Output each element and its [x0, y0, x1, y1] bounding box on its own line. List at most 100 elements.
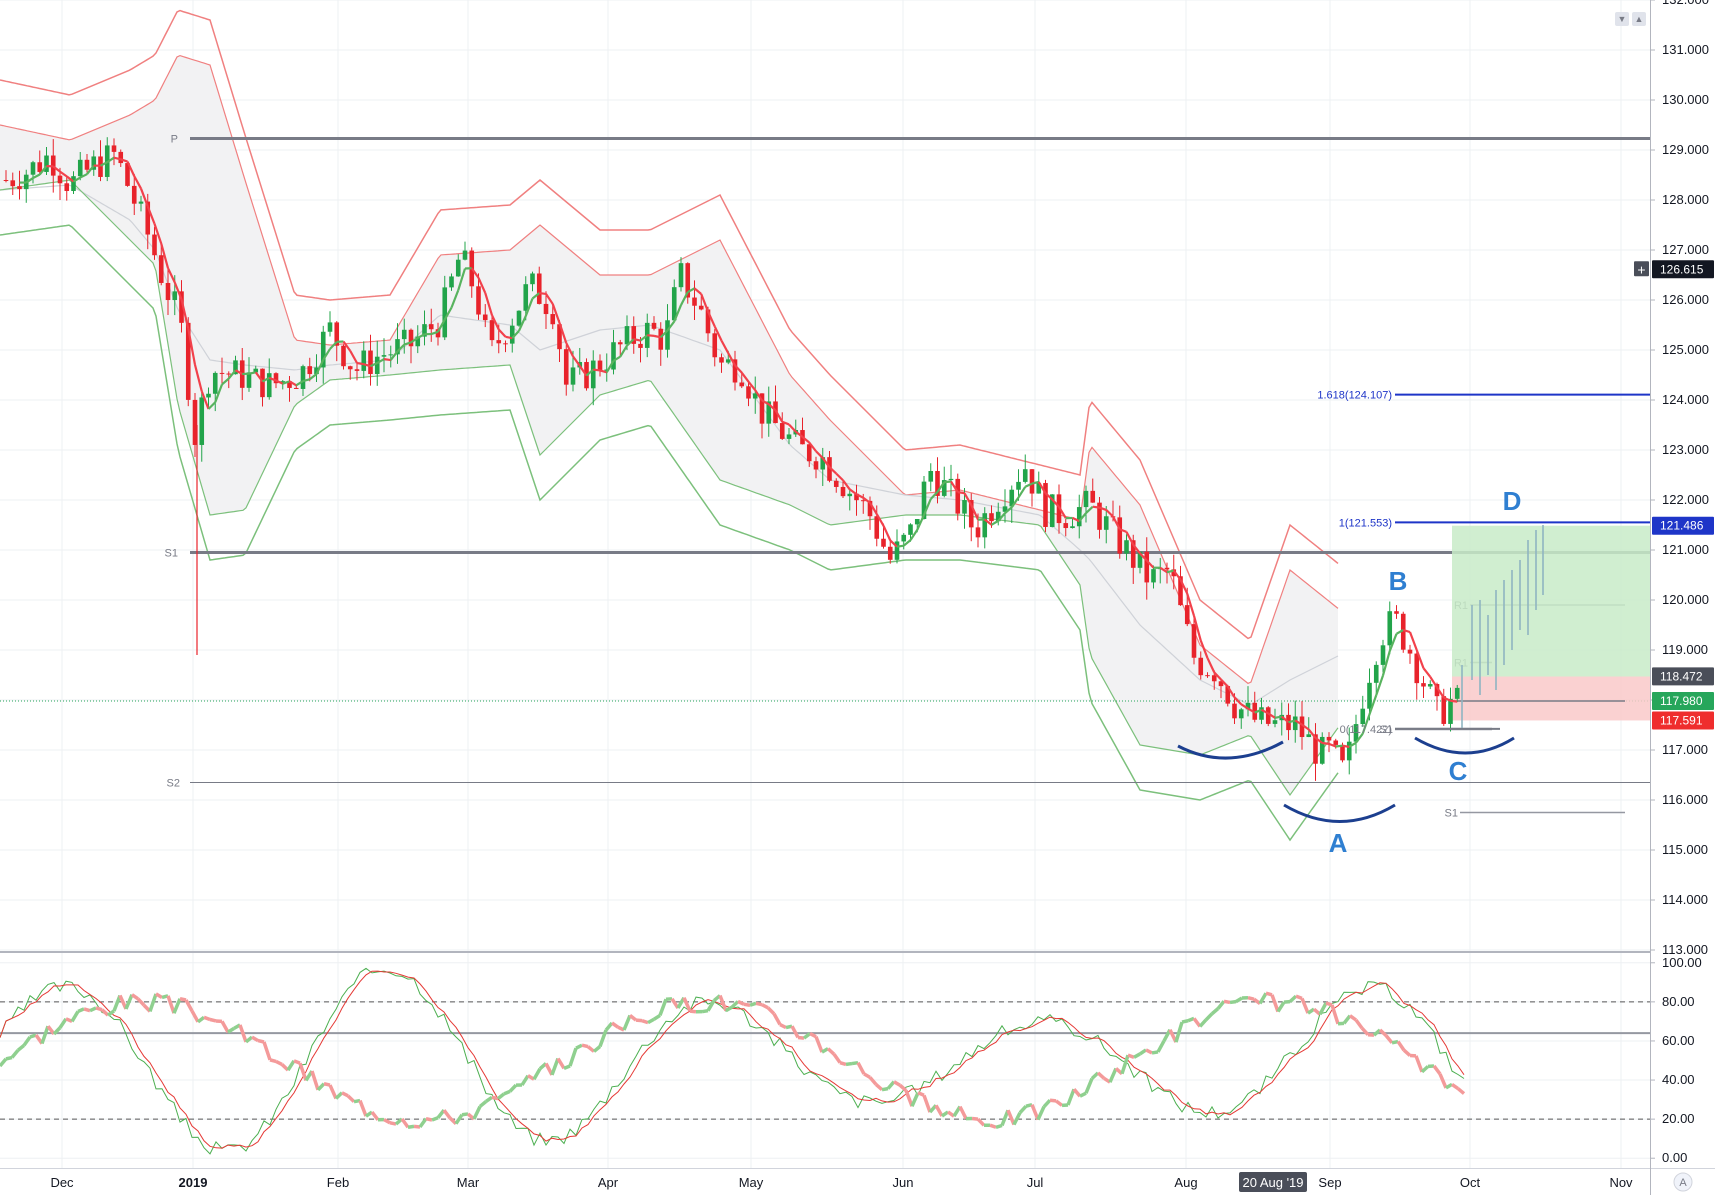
ma-segment: [410, 337, 419, 344]
rsi-segment: [1054, 1099, 1064, 1107]
long-position-tool[interactable]: [1452, 525, 1650, 730]
rsi-segment: [1391, 1039, 1399, 1045]
candle-body: [1313, 734, 1318, 764]
candle-body: [948, 478, 954, 481]
rsi-segment: [1325, 1001, 1333, 1007]
candle-body: [651, 322, 657, 329]
rsi-segment: [1229, 999, 1237, 1005]
loss-zone: [1452, 676, 1650, 721]
candle-body: [1151, 569, 1156, 583]
candle-body: [1434, 684, 1440, 697]
ma-segment: [808, 441, 817, 452]
rsi-segment: [1288, 994, 1298, 1003]
rsi-segment: [1090, 1071, 1100, 1080]
candle-body: [516, 310, 522, 326]
candle-body: [820, 457, 826, 470]
candle-body: [408, 329, 414, 347]
rsi-segment: [383, 1118, 391, 1125]
ma-segment: [619, 344, 628, 358]
ma-segment: [214, 384, 224, 403]
rsi-segment: [868, 1076, 878, 1086]
ma-segment: [450, 289, 460, 309]
ma-segment: [647, 334, 655, 337]
candle-body: [955, 478, 961, 514]
rsi-segment: [0, 1057, 8, 1068]
candle-body: [759, 393, 765, 424]
ma-segment: [815, 450, 824, 459]
candle-body: [941, 480, 947, 496]
candle-body: [496, 340, 502, 344]
price-tick-label: 117.000: [1662, 742, 1708, 757]
ma-segment: [1267, 712, 1276, 719]
ma-segment: [713, 325, 723, 342]
rsi-segment: [65, 1017, 73, 1024]
price-axis-border: [1650, 0, 1651, 1195]
rsi-segment: [1066, 1088, 1076, 1106]
candle-body: [671, 287, 677, 321]
rsi-segment: [358, 1099, 368, 1117]
ma-segment: [1112, 516, 1121, 530]
candle-body: [401, 329, 407, 340]
price-tick-label: 125.000: [1662, 342, 1709, 357]
ma-segment: [531, 292, 540, 300]
rsi-segment: [809, 1032, 817, 1039]
candle-body: [307, 366, 313, 375]
ma-segment: [1166, 569, 1174, 574]
rsi-segment: [1139, 1048, 1147, 1056]
ma-segment: [146, 206, 156, 225]
rsi-segment: [1354, 1018, 1364, 1030]
rsi-segment: [1300, 997, 1310, 1014]
collapse-down-icon[interactable]: ▼: [1615, 12, 1629, 26]
rsi-segment: [689, 1009, 697, 1014]
ma-segment: [1408, 631, 1418, 651]
rsi-segment: [802, 1032, 812, 1040]
fibonacci-extension[interactable]: 1.618(124.107) 1(121.553) 0(117.422): [1317, 390, 1650, 736]
ma-segment: [491, 314, 500, 330]
ma-segment: [113, 156, 122, 161]
weekly-pivot-label: S1: [1445, 808, 1458, 820]
candle-body: [10, 180, 16, 187]
ma-segment: [59, 170, 68, 178]
collapse-up-icon[interactable]: ▲: [1632, 12, 1646, 26]
rsi-segment: [1042, 1099, 1052, 1108]
rsi-segment: [814, 1035, 824, 1053]
ma-segment: [1213, 671, 1222, 681]
ma-segment: [653, 334, 661, 339]
rsi-segment: [365, 1110, 373, 1118]
rsi-segment: [472, 1105, 482, 1120]
rsi-segment: [1432, 1064, 1442, 1075]
price-tick-label: 119.000: [1662, 642, 1708, 657]
rsi-segment: [136, 997, 146, 1007]
candle-body: [1400, 613, 1406, 650]
pattern-arcs[interactable]: [1177, 736, 1515, 823]
bollinger-fill: [0, 55, 1338, 796]
ma-segment: [673, 304, 683, 322]
ma-segment: [524, 298, 534, 317]
ma-segment: [801, 436, 810, 444]
rsi-segment: [755, 1001, 763, 1007]
ma-segment: [457, 268, 467, 291]
rsi-segment: [575, 1043, 583, 1050]
ma-segment: [1422, 667, 1432, 678]
candle-body: [1427, 684, 1433, 687]
price-tags: 126.615 121.486 118.472 117.980 117.591 +: [1634, 260, 1714, 730]
ma-segment: [322, 348, 331, 361]
ma-segment: [363, 363, 371, 368]
candle-body: [725, 359, 731, 363]
pivot-label: P: [171, 134, 178, 146]
osc-tick-label: 0.00: [1662, 1150, 1687, 1165]
candle-body: [280, 381, 286, 384]
candle-body: [1441, 696, 1447, 724]
candle-body: [1454, 687, 1460, 699]
rsi-segment: [1156, 1040, 1166, 1053]
rsi-segment: [407, 1124, 415, 1129]
rsi-segment: [874, 1083, 884, 1092]
candle-body: [1205, 675, 1210, 677]
candle-body: [752, 393, 758, 399]
ma-segment: [497, 328, 507, 338]
ma-segment: [1017, 486, 1027, 499]
ma-segment: [828, 466, 838, 475]
candle-body: [138, 201, 144, 204]
